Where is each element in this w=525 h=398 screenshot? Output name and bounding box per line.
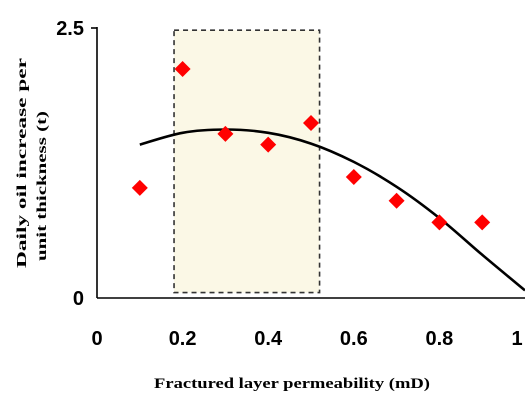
data-point xyxy=(131,179,148,196)
x-tick-label: 0.6 xyxy=(340,328,368,350)
x-tick-labels: 0 0.2 0.4 0.6 0.8 1 xyxy=(91,328,522,350)
y-axis-title-line1: Daily oil increase per xyxy=(15,58,30,268)
data-point xyxy=(388,192,405,209)
x-tick-label: 1 xyxy=(511,328,522,350)
data-point xyxy=(303,115,319,132)
axes xyxy=(91,27,525,299)
x-tick-label: 0.8 xyxy=(425,328,453,350)
y-tick-label: 0 xyxy=(73,288,84,310)
highlight-region xyxy=(173,29,321,294)
x-axis-title: Fractured layer permeability (mD) xyxy=(154,376,430,392)
data-points xyxy=(131,61,491,231)
data-point xyxy=(474,214,491,231)
trend-curve xyxy=(139,128,525,292)
data-point xyxy=(431,214,448,231)
x-tick-label: 0 xyxy=(91,328,102,350)
y-axis-title-line2: unit thickness (t) xyxy=(35,111,50,261)
data-point xyxy=(174,61,191,78)
data-point xyxy=(217,125,234,142)
data-point xyxy=(260,136,277,153)
data-point xyxy=(345,169,362,186)
x-tick-label: 0.2 xyxy=(169,328,197,350)
y-tick-labels: 02.5 xyxy=(56,18,84,310)
y-tick-label: 2.5 xyxy=(56,18,84,40)
x-tick-label: 0.4 xyxy=(254,328,283,350)
